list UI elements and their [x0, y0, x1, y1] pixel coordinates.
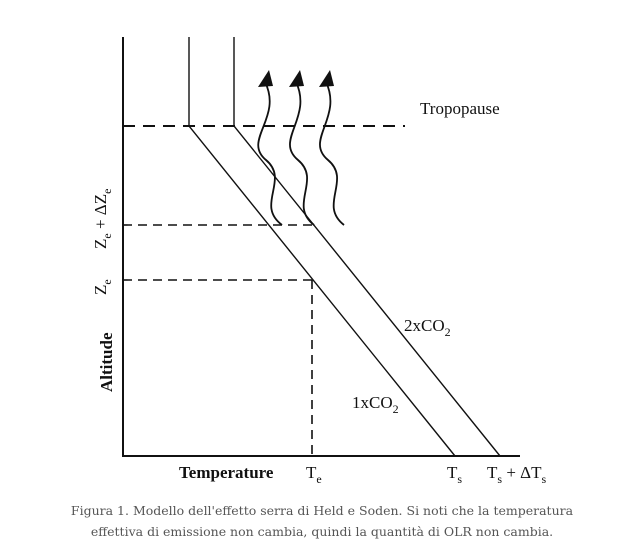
arrowheads [258, 70, 334, 87]
profile-2xco2 [233, 37, 501, 457]
arrowhead-icon [289, 70, 304, 87]
label-1xco2: 1xCO2 [352, 393, 399, 416]
radiation-arrows [257, 81, 345, 226]
arrowhead-icon [258, 70, 273, 87]
tropopause-label: Tropopause [420, 99, 500, 118]
te-label: Te [306, 463, 322, 486]
caption-line-2: effettiva di emissione non cambia, quind… [90, 524, 554, 539]
wavy-arrow-2 [289, 81, 315, 226]
figure-caption: Figura 1. Modello dell'effetto serra di … [40, 500, 604, 542]
wavy-arrow-3 [319, 81, 345, 226]
profile-1xco2 [188, 37, 456, 457]
ts-delta-label: Ts + ΔTs [487, 463, 546, 486]
x-axis-label: Temperature [179, 463, 274, 482]
ts-label: Ts [447, 463, 462, 486]
wavy-arrow-1 [257, 81, 283, 226]
label-2xco2: 2xCO2 [404, 316, 451, 339]
ze-label: Ze [91, 279, 114, 295]
arrowhead-icon [319, 70, 334, 87]
y-axis-label: Altitude [97, 332, 116, 392]
ze-delta-label: Ze + ΔZe [91, 189, 114, 249]
caption-line-1: Figura 1. Modello dell'effetto serra di … [70, 503, 574, 518]
